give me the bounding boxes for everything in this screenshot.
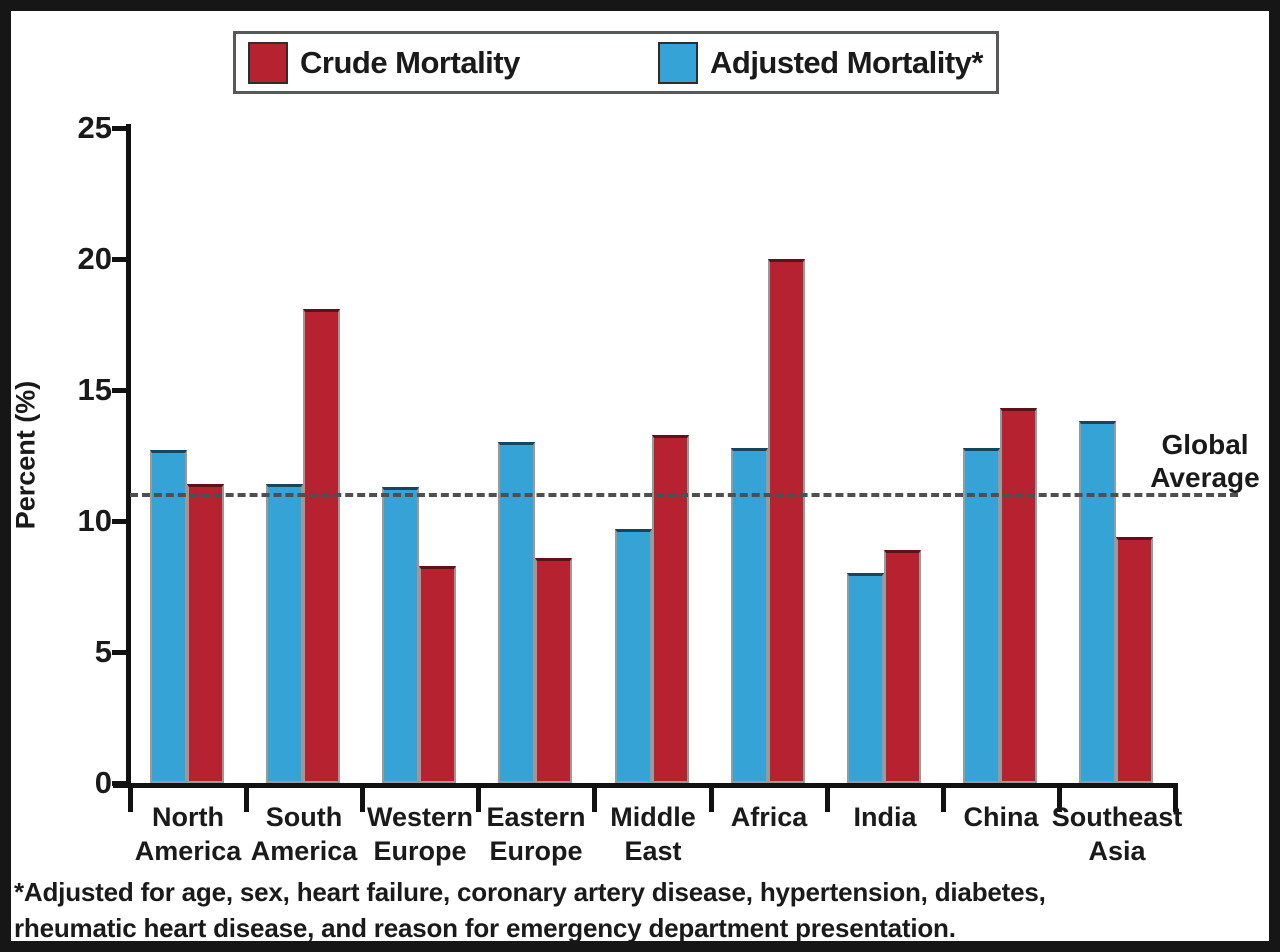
bar-adjusted-africa <box>731 448 768 783</box>
y-tick-25 <box>112 126 128 131</box>
bar-adjusted-eastern-europe <box>498 442 535 783</box>
category-label-india: India <box>853 802 917 832</box>
x-tick-1 <box>244 786 249 812</box>
x-axis-line <box>113 783 1178 788</box>
bar-crude-eastern-europe <box>535 558 572 783</box>
category-label-north-america: North America <box>134 802 242 866</box>
x-tick-0 <box>128 786 133 812</box>
category-label-africa: Africa <box>730 802 808 832</box>
legend-item-crude: Crude Mortality <box>248 34 520 91</box>
y-tick-label-15: 15 <box>77 372 112 407</box>
y-tick-label-25: 25 <box>77 110 112 145</box>
y-tick-label-0: 0 <box>94 765 112 800</box>
crude-mortality-swatch <box>248 41 288 84</box>
x-tick-2 <box>360 786 365 812</box>
x-tick-7 <box>941 786 946 812</box>
bar-crude-southeast-asia <box>1116 537 1153 783</box>
footnote: *Adjusted for age, sex, heart failure, c… <box>14 874 1046 946</box>
bar-crude-north-america <box>187 484 224 783</box>
adjusted-mortality-swatch <box>658 41 698 84</box>
legend-item-adjusted: Adjusted Mortality* <box>658 34 983 91</box>
bar-adjusted-india <box>847 573 884 783</box>
x-tick-5 <box>709 786 714 812</box>
footnote-line1: *Adjusted for age, sex, heart failure, c… <box>14 877 1046 907</box>
y-tick-10 <box>112 519 128 524</box>
x-tick-6 <box>825 786 830 812</box>
y-axis-line <box>126 124 131 788</box>
bar-crude-south-america <box>303 309 340 783</box>
y-tick-label-5: 5 <box>94 634 112 669</box>
bar-crude-middle-east <box>652 435 689 783</box>
y-tick-label-20: 20 <box>77 241 112 276</box>
category-label-middle-east: Middle East <box>610 802 696 866</box>
global-average-label: Global Average <box>1144 428 1266 494</box>
bar-adjusted-middle-east <box>615 529 652 783</box>
y-tick-15 <box>112 388 128 393</box>
bar-adjusted-southeast-asia <box>1079 421 1116 783</box>
global-average-label-line1: Global <box>1161 429 1249 460</box>
x-tick-3 <box>476 786 481 812</box>
x-tick-8 <box>1057 786 1062 812</box>
global-average-line <box>130 493 1238 497</box>
bar-crude-china <box>1000 408 1037 783</box>
bar-adjusted-north-america <box>150 450 187 783</box>
crude-legend-label: Crude Mortality <box>300 44 520 80</box>
y-tick-label-10: 10 <box>77 503 112 538</box>
bar-crude-india <box>884 550 921 783</box>
legend-box: Crude Mortality Adjusted Mortality* <box>233 31 999 94</box>
footnote-line2: rheumatic heart disease, and reason for … <box>14 913 956 943</box>
y-tick-20 <box>112 257 128 262</box>
bar-crude-western-europe <box>419 566 456 783</box>
bar-crude-africa <box>768 259 805 783</box>
category-label-china: China <box>963 802 1039 832</box>
y-axis-title: Percent (%) <box>10 380 41 530</box>
adjusted-legend-label: Adjusted Mortality* <box>710 44 983 80</box>
category-label-south-america: South America <box>250 802 358 866</box>
category-label-western-europe: Western Europe <box>366 802 474 866</box>
y-tick-5 <box>112 650 128 655</box>
category-label-eastern-europe: Eastern Europe <box>486 802 586 866</box>
bar-adjusted-china <box>963 448 1000 783</box>
global-average-label-line2: Average <box>1150 462 1260 493</box>
y-tick-0 <box>112 781 128 786</box>
x-tick-9 <box>1173 786 1178 812</box>
category-label-southeast-asia: Southeast Asia <box>1051 802 1183 866</box>
bar-adjusted-western-europe <box>382 487 419 783</box>
x-tick-4 <box>592 786 597 812</box>
bar-adjusted-south-america <box>266 484 303 783</box>
